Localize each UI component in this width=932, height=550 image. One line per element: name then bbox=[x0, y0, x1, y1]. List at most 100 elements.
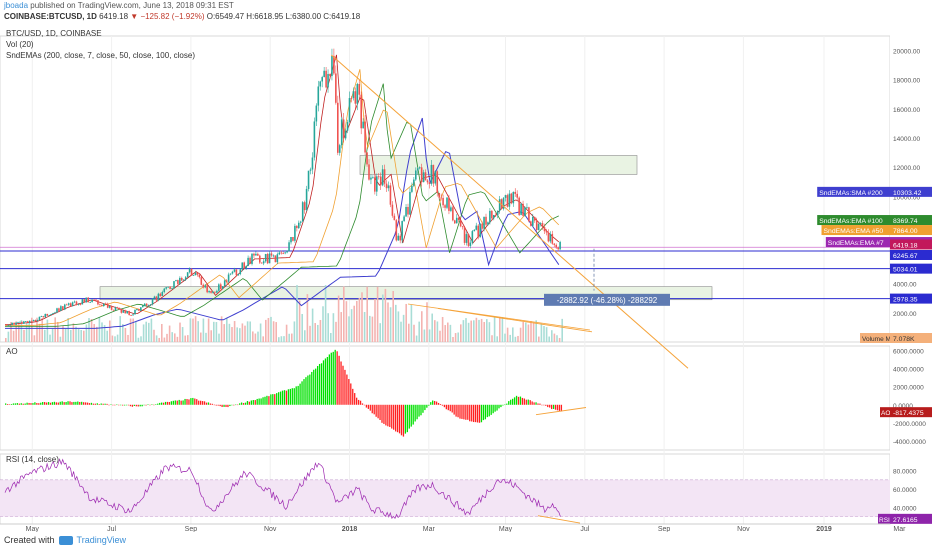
candle-body[interactable] bbox=[403, 216, 405, 222]
candle-body[interactable] bbox=[190, 268, 193, 276]
candle-body[interactable] bbox=[340, 119, 343, 146]
candle-body[interactable] bbox=[21, 321, 23, 324]
candle-body[interactable] bbox=[436, 171, 439, 193]
candle-body[interactable] bbox=[415, 170, 417, 180]
candle-body[interactable] bbox=[186, 272, 189, 278]
candle-body[interactable] bbox=[138, 308, 140, 311]
candle-body[interactable] bbox=[354, 91, 357, 104]
candle-body[interactable] bbox=[438, 192, 440, 198]
candle-body[interactable] bbox=[557, 247, 559, 250]
candle-body[interactable] bbox=[34, 320, 37, 322]
candle-body[interactable] bbox=[528, 207, 530, 222]
candle-body[interactable] bbox=[303, 202, 306, 211]
candle-body[interactable] bbox=[15, 322, 17, 325]
chart-canvas[interactable]: -2882.92 (-46.28%) -288292 AO RSI 2000.0… bbox=[0, 24, 932, 532]
candle-body[interactable] bbox=[270, 253, 273, 256]
candle-body[interactable] bbox=[159, 293, 162, 296]
candle-body[interactable] bbox=[136, 308, 138, 311]
price-axis[interactable]: 2000.004000.006000.008000.0010000.001200… bbox=[817, 24, 932, 524]
candle-body[interactable] bbox=[5, 324, 8, 326]
candle-body[interactable] bbox=[409, 191, 411, 215]
candle-body[interactable] bbox=[553, 243, 556, 245]
candle-body[interactable] bbox=[204, 285, 206, 288]
candle-body[interactable] bbox=[374, 177, 376, 192]
candle-body[interactable] bbox=[202, 284, 205, 288]
candle-body[interactable] bbox=[526, 207, 528, 209]
candle-body[interactable] bbox=[177, 280, 179, 284]
candle-body[interactable] bbox=[171, 288, 173, 289]
candle-body[interactable] bbox=[83, 299, 86, 303]
candle-body[interactable] bbox=[95, 299, 97, 301]
candle-body[interactable] bbox=[48, 314, 50, 316]
candle-body[interactable] bbox=[481, 223, 483, 229]
candle-body[interactable] bbox=[208, 290, 210, 293]
candle-body[interactable] bbox=[348, 98, 351, 123]
candle-body[interactable] bbox=[479, 223, 481, 238]
candle-body[interactable] bbox=[307, 170, 310, 189]
candle-body[interactable] bbox=[58, 308, 60, 311]
candle-body[interactable] bbox=[229, 273, 232, 275]
candle-body[interactable] bbox=[103, 303, 105, 307]
candle-body[interactable] bbox=[71, 302, 74, 307]
candle-body[interactable] bbox=[280, 252, 283, 254]
candle-body[interactable] bbox=[539, 223, 542, 224]
candle-body[interactable] bbox=[110, 305, 113, 310]
author-link[interactable]: jboada bbox=[4, 1, 29, 10]
candle-body[interactable] bbox=[153, 296, 156, 299]
candle-body[interactable] bbox=[257, 253, 259, 256]
candle-body[interactable] bbox=[142, 305, 144, 308]
candle-body[interactable] bbox=[317, 86, 320, 106]
candle-body[interactable] bbox=[514, 191, 517, 194]
candle-body[interactable] bbox=[46, 313, 49, 316]
candle-body[interactable] bbox=[485, 216, 487, 225]
ao-trendline[interactable] bbox=[535, 407, 587, 416]
candle-body[interactable] bbox=[64, 304, 66, 310]
candle-body[interactable] bbox=[200, 277, 203, 285]
candle-body[interactable] bbox=[163, 288, 166, 293]
candle-body[interactable] bbox=[114, 307, 117, 311]
candle-body[interactable] bbox=[216, 290, 218, 293]
candle-body[interactable] bbox=[91, 299, 93, 302]
candle-body[interactable] bbox=[118, 307, 121, 310]
candle-body[interactable] bbox=[81, 299, 84, 305]
candle-body[interactable] bbox=[389, 185, 392, 205]
candle-body[interactable] bbox=[23, 321, 25, 324]
rsi-pane[interactable]: RSI bbox=[0, 458, 890, 524]
candle-body[interactable] bbox=[493, 214, 495, 219]
candle-body[interactable] bbox=[467, 234, 470, 246]
candle-body[interactable] bbox=[532, 216, 534, 226]
candle-body[interactable] bbox=[440, 197, 442, 199]
candle-body[interactable] bbox=[50, 313, 52, 315]
candle-body[interactable] bbox=[106, 303, 109, 308]
candle-body[interactable] bbox=[346, 122, 349, 131]
candle-body[interactable] bbox=[128, 311, 130, 315]
candle-body[interactable] bbox=[75, 301, 78, 305]
candle-body[interactable] bbox=[65, 304, 68, 306]
candle-body[interactable] bbox=[516, 193, 518, 198]
candle-body[interactable] bbox=[448, 197, 450, 211]
candle-body[interactable] bbox=[551, 233, 554, 244]
candle-body[interactable] bbox=[401, 221, 403, 241]
candle-body[interactable] bbox=[338, 145, 341, 153]
candle-body[interactable] bbox=[42, 316, 45, 318]
candle-body[interactable] bbox=[381, 169, 384, 186]
candle-body[interactable] bbox=[210, 290, 212, 293]
candle-body[interactable] bbox=[260, 262, 263, 264]
candle-body[interactable] bbox=[155, 296, 158, 301]
candle-body[interactable] bbox=[457, 217, 460, 221]
candle-body[interactable] bbox=[241, 262, 244, 270]
candle-body[interactable] bbox=[430, 164, 433, 184]
candle-body[interactable] bbox=[420, 167, 423, 183]
candle-body[interactable] bbox=[233, 269, 236, 272]
candle-body[interactable] bbox=[184, 277, 187, 280]
candle-body[interactable] bbox=[549, 233, 552, 242]
candle-body[interactable] bbox=[147, 305, 150, 306]
candle-body[interactable] bbox=[194, 272, 197, 276]
candle-body[interactable] bbox=[450, 207, 452, 211]
candle-body[interactable] bbox=[508, 193, 511, 207]
candle-body[interactable] bbox=[413, 179, 415, 186]
candle-body[interactable] bbox=[547, 232, 550, 242]
candle-body[interactable] bbox=[454, 220, 456, 224]
candle-body[interactable] bbox=[17, 322, 19, 324]
candle-body[interactable] bbox=[274, 255, 277, 263]
